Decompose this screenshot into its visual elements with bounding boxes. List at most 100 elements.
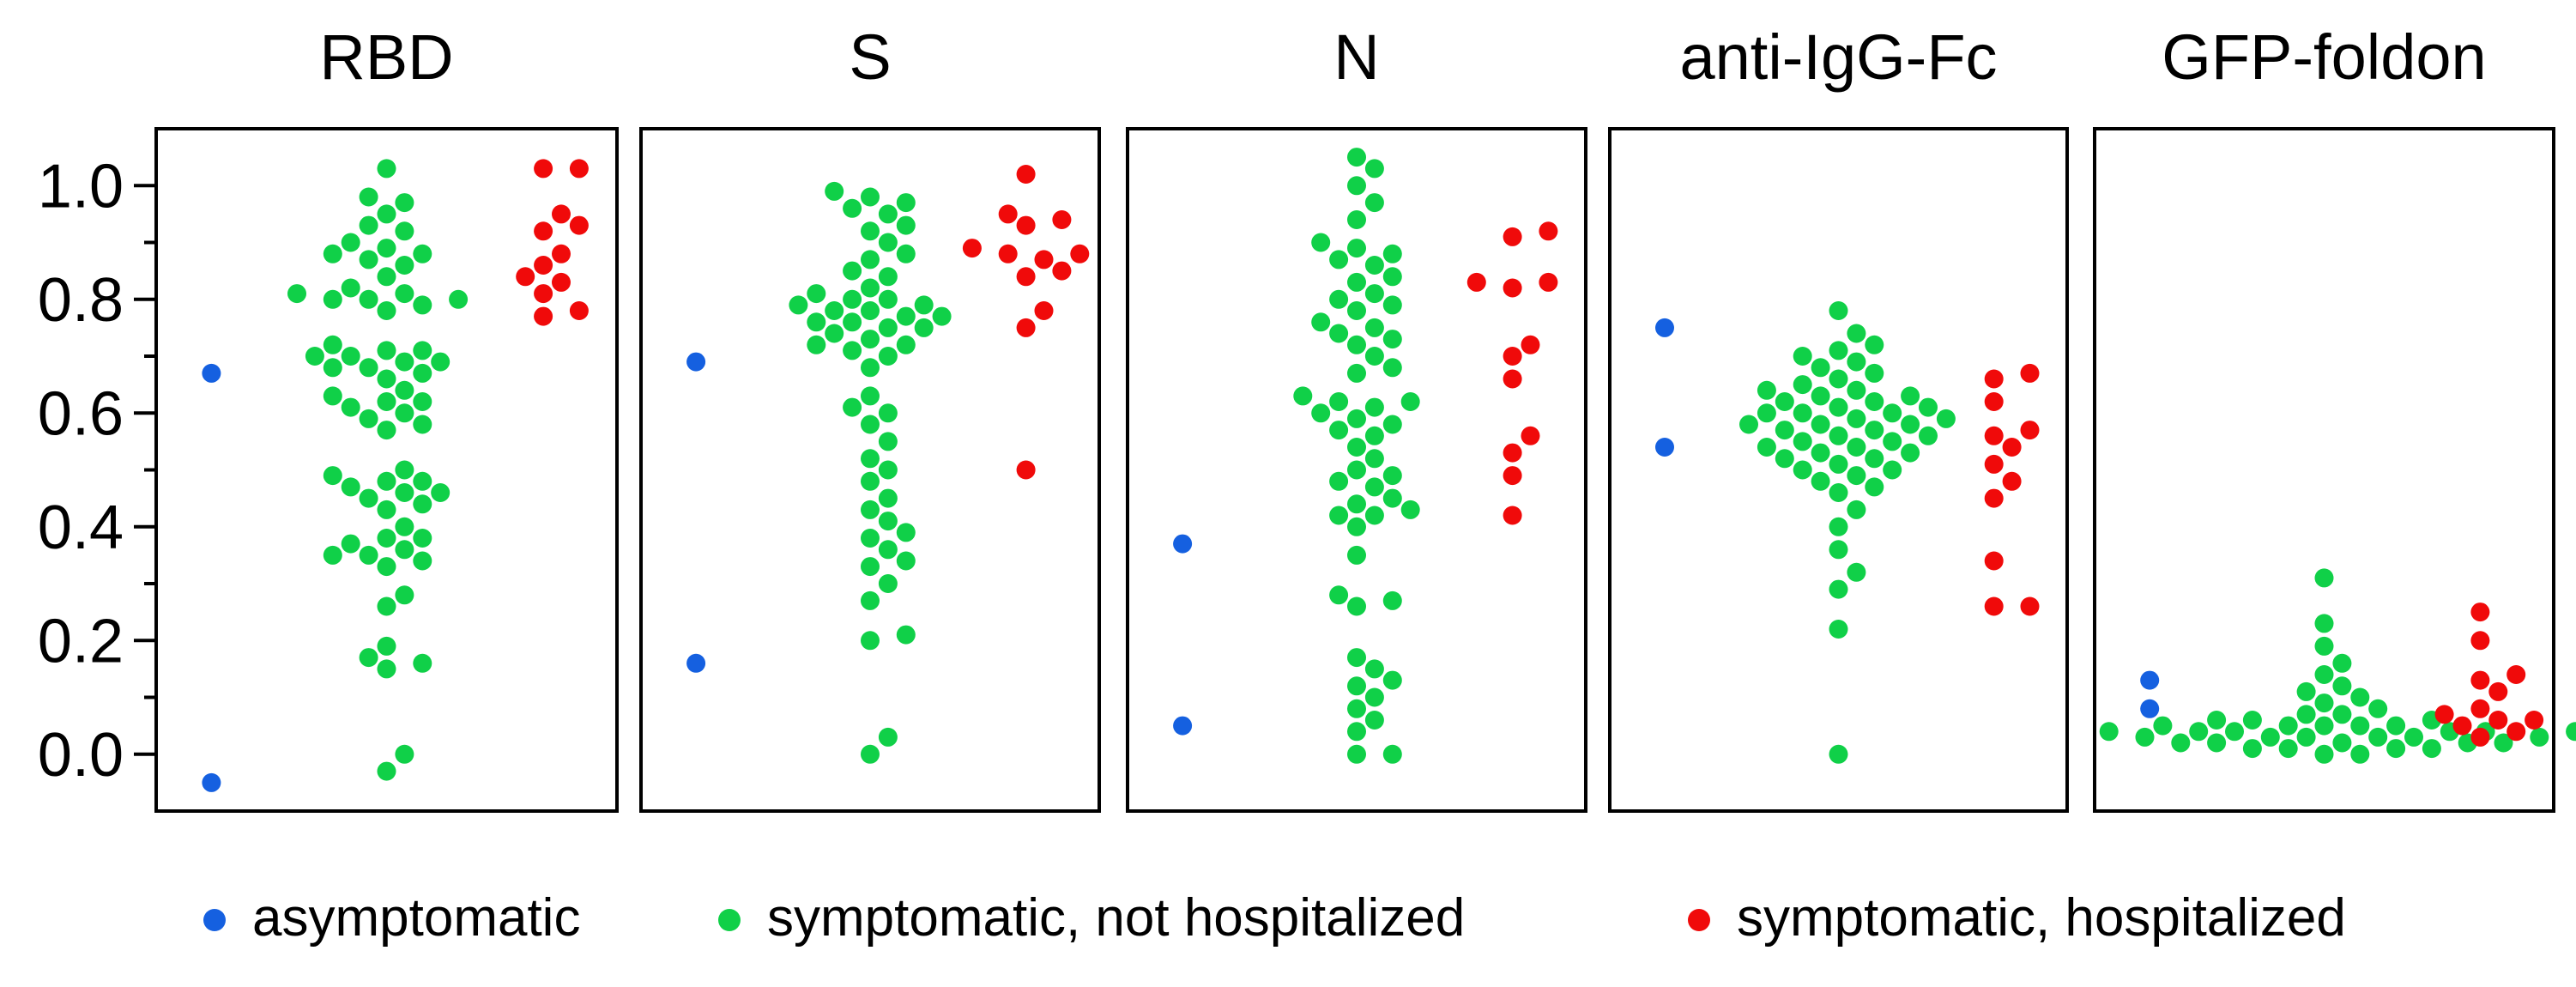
point-hosp (1016, 215, 1036, 235)
point-notHosp (1793, 375, 1812, 395)
point-notHosp (932, 306, 952, 326)
point-notHosp (395, 483, 414, 502)
point-notHosp (1347, 460, 1366, 480)
point-notHosp (1382, 415, 1402, 434)
point-notHosp (825, 324, 844, 343)
point-notHosp (431, 352, 450, 372)
point-hosp (1539, 272, 1558, 292)
point-notHosp (2207, 711, 2227, 730)
point-notHosp (413, 529, 432, 548)
point-notHosp (1829, 517, 1848, 536)
point-hosp (2002, 438, 2022, 457)
point-notHosp (861, 221, 880, 241)
point-hosp (2470, 602, 2490, 622)
point-notHosp (1382, 295, 1402, 315)
point-notHosp (1901, 386, 1920, 406)
point-notHosp (1364, 284, 1384, 304)
panel-frame (1608, 127, 2069, 813)
point-hosp (2434, 705, 2454, 724)
point-notHosp (377, 659, 396, 679)
point-notHosp (377, 239, 396, 258)
point-hosp (1034, 250, 1054, 269)
point-notHosp (878, 488, 898, 508)
point-notHosp (825, 181, 844, 201)
point-notHosp (359, 215, 378, 235)
point-notHosp (1811, 358, 1830, 378)
point-notHosp (1364, 193, 1384, 213)
point-notHosp (1829, 540, 1848, 560)
panel-n: N (1126, 21, 1587, 813)
point-notHosp (359, 545, 378, 565)
point-notHosp (377, 204, 396, 224)
point-notHosp (2314, 614, 2334, 633)
point-notHosp (861, 744, 880, 764)
point-notHosp (2260, 727, 2280, 747)
point-notHosp (825, 301, 844, 320)
point-notHosp (878, 267, 898, 287)
point-notHosp (377, 596, 396, 616)
point-notHosp (1364, 318, 1384, 337)
point-notHosp (1919, 426, 1938, 445)
point-notHosp (1865, 449, 1884, 469)
point-notHosp (413, 653, 432, 673)
point-notHosp (1347, 494, 1366, 514)
point-notHosp (2404, 727, 2423, 747)
point-hosp (1521, 426, 1540, 445)
point-notHosp (896, 215, 916, 235)
point-notHosp (1382, 330, 1402, 349)
point-hosp (998, 204, 1018, 224)
point-notHosp (2242, 711, 2262, 730)
point-hosp (2002, 471, 2022, 491)
point-notHosp (1793, 347, 1812, 366)
point-notHosp (395, 517, 414, 536)
point-hosp (962, 239, 982, 258)
point-notHosp (1865, 392, 1884, 411)
point-notHosp (1364, 711, 1384, 730)
point-hosp (2020, 363, 2040, 383)
point-notHosp (1847, 438, 1866, 457)
panel-s: S (639, 21, 1101, 813)
point-notHosp (359, 187, 378, 207)
point-notHosp (2278, 716, 2298, 736)
legend-label: symptomatic, hospitalized (1737, 888, 2346, 948)
point-notHosp (2494, 733, 2513, 753)
point-notHosp (1865, 335, 1884, 354)
point-asym (202, 772, 221, 792)
point-notHosp (2332, 705, 2352, 724)
point-notHosp (1847, 324, 1866, 343)
point-hosp (552, 244, 571, 263)
point-notHosp (377, 421, 396, 440)
point-notHosp (1382, 590, 1402, 610)
point-hosp (534, 306, 553, 326)
point-notHosp (341, 347, 360, 366)
point-notHosp (1739, 415, 1758, 434)
point-hosp (2470, 631, 2490, 651)
point-notHosp (896, 335, 916, 354)
point-notHosp (395, 744, 414, 764)
point-notHosp (2386, 739, 2406, 759)
point-notHosp (861, 386, 880, 406)
point-notHosp (377, 159, 396, 179)
point-notHosp (377, 557, 396, 577)
point-notHosp (2350, 687, 2370, 707)
point-notHosp (1311, 403, 1331, 423)
point-notHosp (413, 415, 432, 434)
point-notHosp (1847, 352, 1866, 372)
point-hosp (1466, 272, 1486, 292)
y-tick-label: 0.6 (38, 379, 124, 448)
point-notHosp (323, 289, 342, 309)
point-hosp (1016, 318, 1036, 337)
y-tick-label: 0.2 (38, 607, 124, 675)
point-notHosp (2171, 733, 2191, 753)
point-notHosp (1329, 289, 1349, 309)
point-notHosp (1347, 517, 1366, 536)
point-hosp (569, 301, 589, 320)
panel-title: anti-IgG-Fc (1679, 21, 1997, 93)
point-notHosp (1829, 369, 1848, 389)
point-notHosp (1847, 466, 1866, 486)
point-notHosp (1829, 454, 1848, 474)
panel-title: N (1333, 21, 1379, 93)
point-hosp (2506, 665, 2526, 684)
point-notHosp (2153, 716, 2173, 736)
